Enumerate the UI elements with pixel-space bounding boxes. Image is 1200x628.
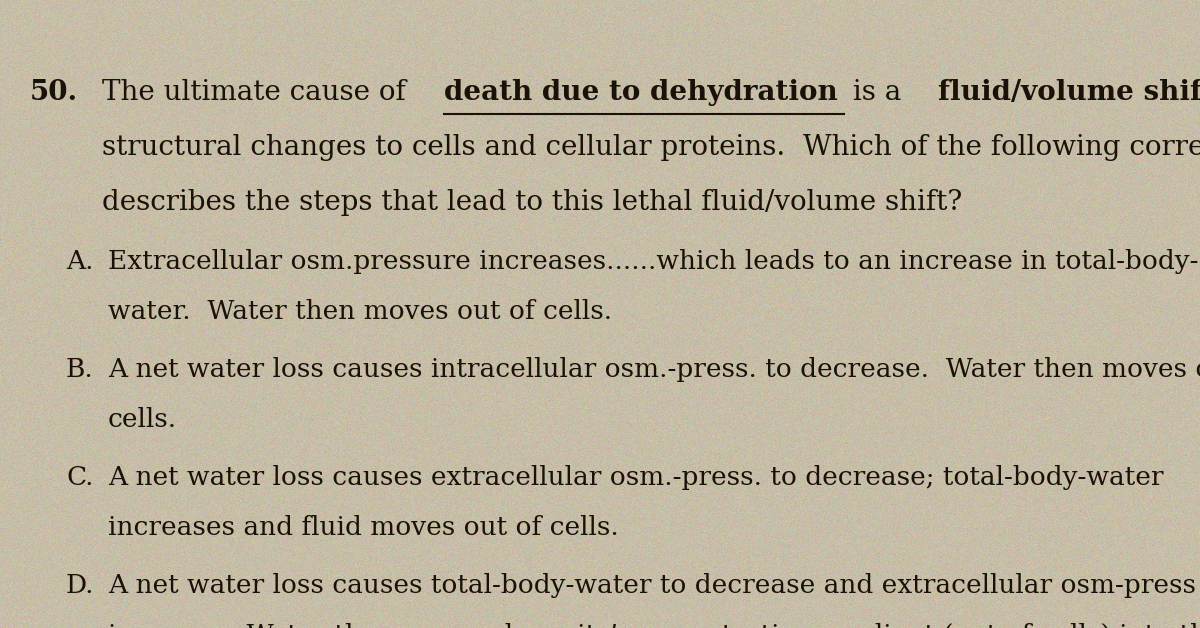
Text: D.: D. bbox=[66, 573, 95, 598]
Text: Extracellular osm.pressure increases......which leads to an increase in total-bo: Extracellular osm.pressure increases....… bbox=[108, 249, 1199, 274]
Text: is a: is a bbox=[845, 78, 911, 106]
Text: A.: A. bbox=[66, 249, 94, 274]
Text: describes the steps that lead to this lethal fluid/volume shift?: describes the steps that lead to this le… bbox=[102, 189, 962, 216]
Text: A net water loss causes total-body-water to decrease and extracellular osm-press: A net water loss causes total-body-water… bbox=[108, 573, 1200, 598]
Text: death due to dehydration: death due to dehydration bbox=[444, 78, 838, 106]
Text: B.: B. bbox=[66, 357, 94, 382]
Text: cells.: cells. bbox=[108, 407, 178, 432]
Text: C.: C. bbox=[66, 465, 94, 490]
Text: 50.: 50. bbox=[30, 78, 78, 106]
Text: A net water loss causes extracellular osm.-press. to decrease; total-body-water: A net water loss causes extracellular os… bbox=[108, 465, 1164, 490]
Text: A net water loss causes intracellular osm.-press. to decrease.  Water then moves: A net water loss causes intracellular os… bbox=[108, 357, 1200, 382]
Text: water.  Water then moves out of cells.: water. Water then moves out of cells. bbox=[108, 299, 612, 324]
Text: increases and fluid moves out of cells.: increases and fluid moves out of cells. bbox=[108, 515, 619, 540]
Text: increase.  Water then moves down its’ concentration gradient (out of cells) into: increase. Water then moves down its’ con… bbox=[108, 623, 1200, 628]
Text: fluid/volume shift: fluid/volume shift bbox=[937, 78, 1200, 106]
Text: structural changes to cells and cellular proteins.  Which of the following corre: structural changes to cells and cellular… bbox=[102, 134, 1200, 161]
Text: The ultimate cause of: The ultimate cause of bbox=[102, 78, 415, 106]
